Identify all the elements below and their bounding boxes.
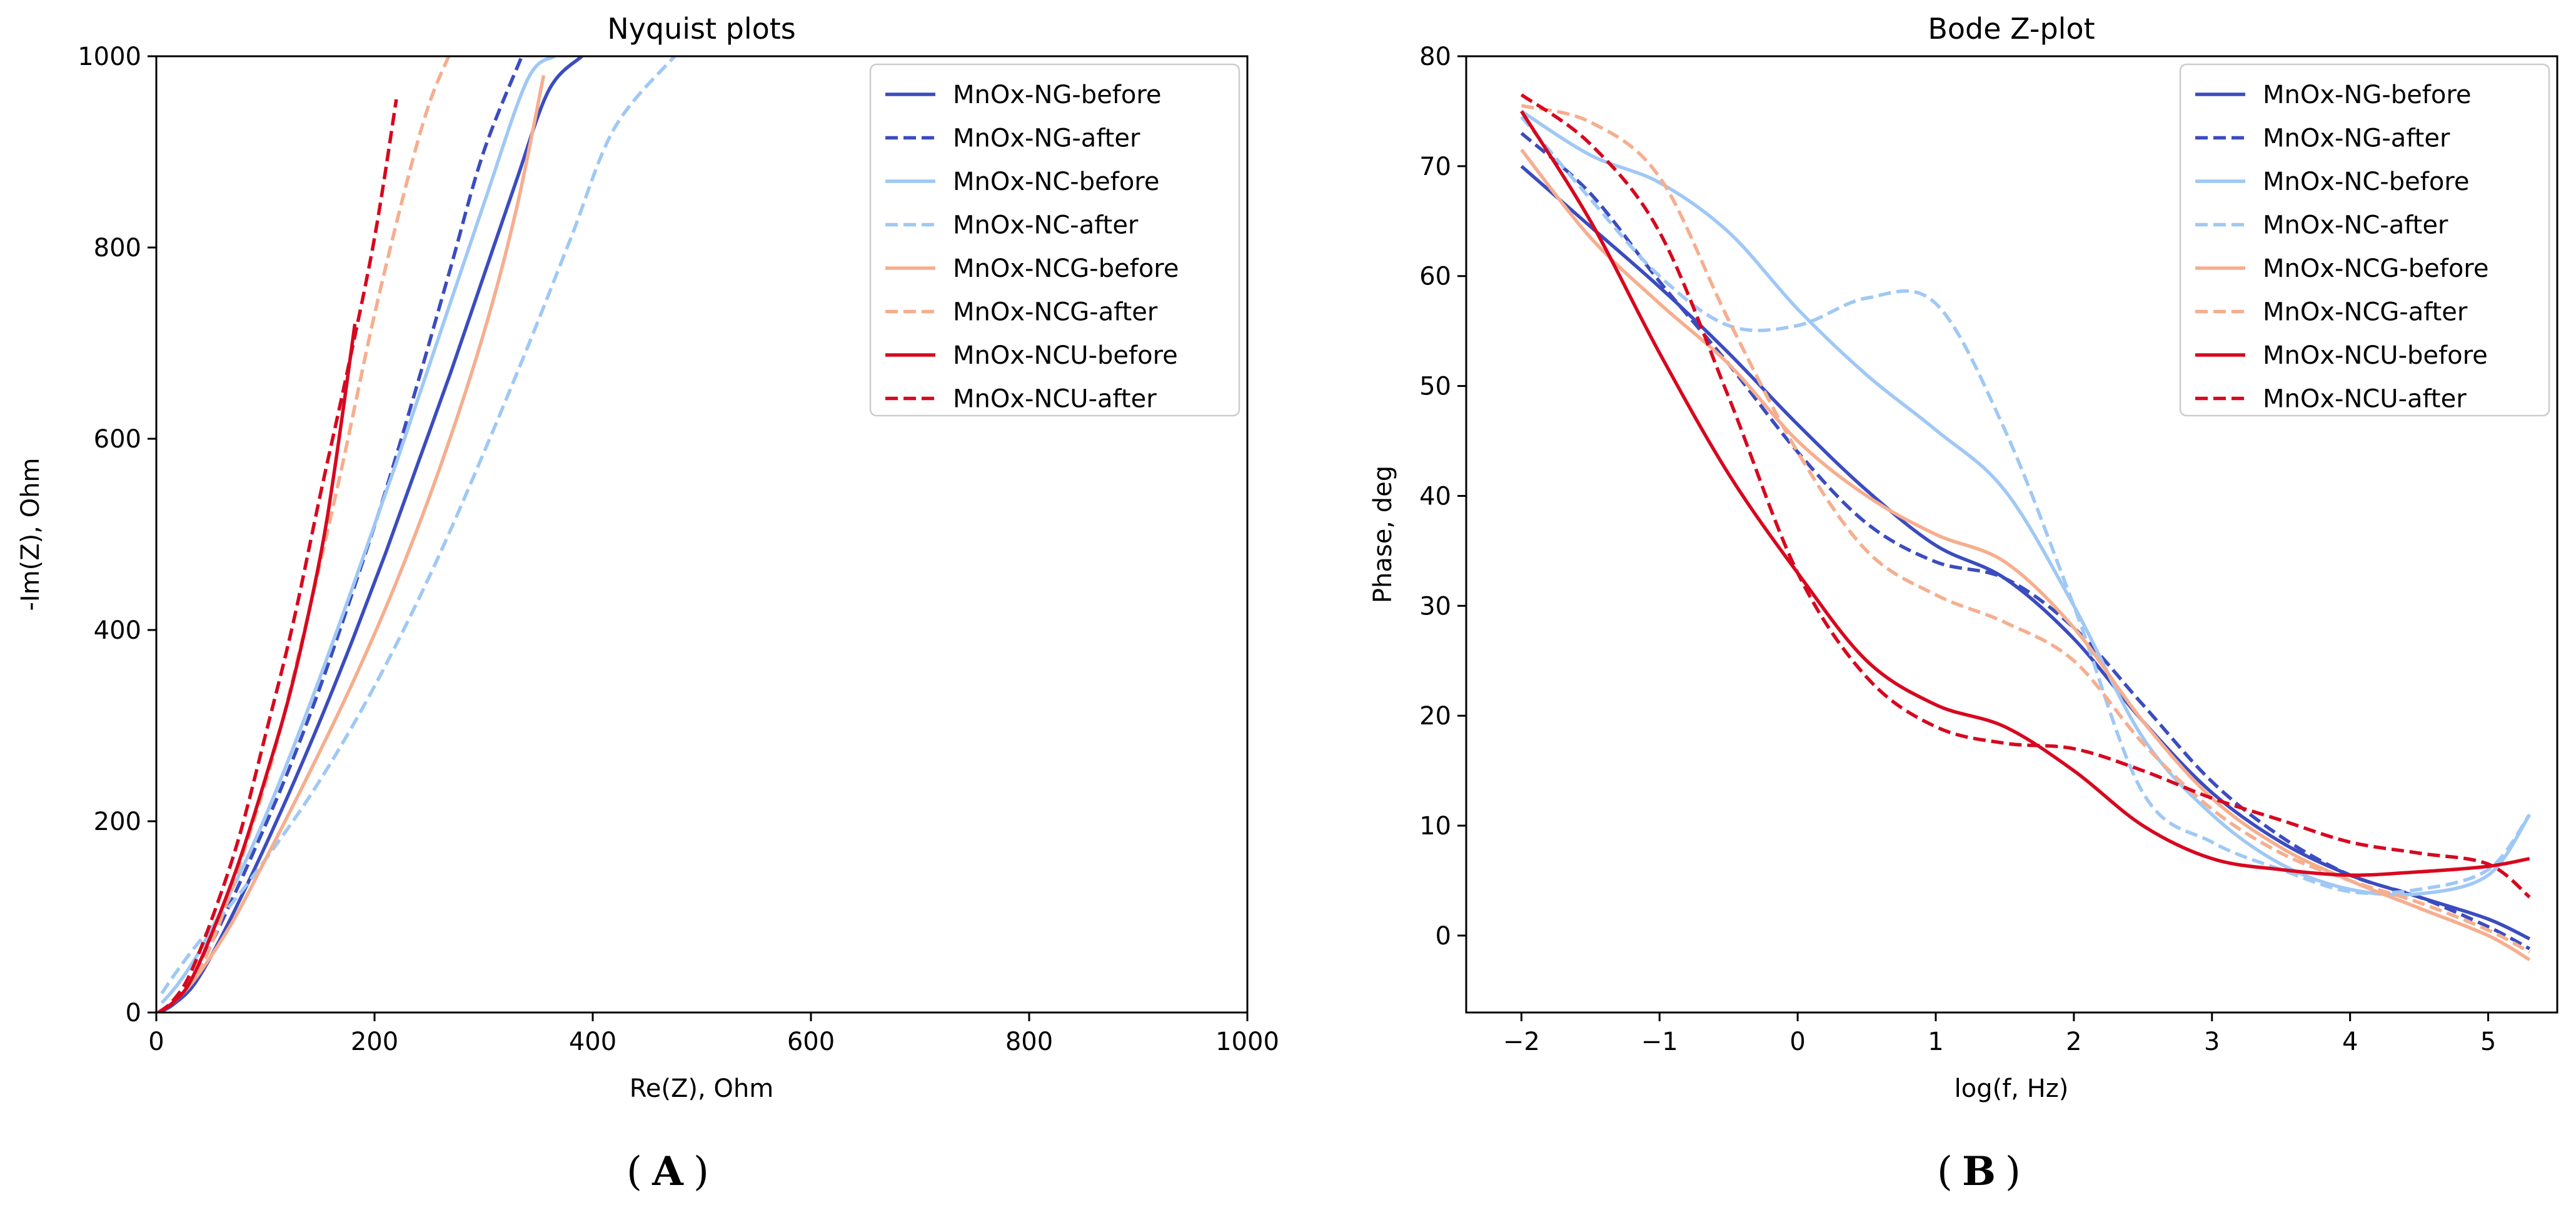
panel-label-b: B [1962, 1148, 1996, 1195]
legend-label: MnOx-NG-before [2263, 81, 2472, 109]
plot-frame [1465, 55, 2558, 1014]
legend-label: MnOx-NCU-before [953, 341, 1178, 370]
legend-label: MnOx-NC-after [953, 211, 1139, 240]
chart-title: Bode Z-plot [1928, 12, 2095, 46]
chart-title: Nyquist plots [607, 12, 796, 46]
svg-text:): ) [2005, 1149, 2021, 1195]
x-axis: −2 −1 0 1 2 3 4 5 [1503, 1012, 2496, 1056]
plot-area [1520, 93, 2532, 961]
x-tick-label: 4 [2342, 1028, 2358, 1056]
x-tick-label: 2 [2066, 1028, 2081, 1056]
legend: MnOx-NG-before MnOx-NG-after MnOx-NC-befor… [2179, 63, 2550, 417]
legend-label: MnOx-NG-before [953, 81, 1162, 109]
y-tick-label: 60 [1419, 262, 1451, 291]
x-axis: 0 200 400 600 800 1000 [148, 1012, 1279, 1056]
legend: MnOx-NG-before MnOx-NG-after MnOx-NC-befor… [869, 63, 1240, 417]
legend-label: MnOx-NC-after [2263, 211, 2448, 240]
series-line-mnox-ncg-after [1521, 104, 2531, 954]
legend-label: MnOx-NCG-before [2263, 254, 2488, 283]
svg-text:): ) [693, 1149, 709, 1195]
caption-b: ( B ) [1937, 1148, 2021, 1195]
x-tick-label: 0 [148, 1028, 164, 1056]
y-tick-label: 200 [94, 808, 141, 836]
legend-box [2179, 63, 2550, 417]
legend-label: MnOx-NC-before [2263, 168, 2469, 196]
x-tick-label: 600 [787, 1028, 835, 1056]
y-axis: 0 10 20 30 40 50 60 70 80 [1419, 42, 1466, 951]
y-tick-label: 80 [1419, 42, 1451, 71]
x-tick-label: 3 [2204, 1028, 2220, 1056]
nyquist-chart: Nyquist plots 0 200 400 600 800 1000 0 200 400 6… [16, 12, 1279, 1103]
plot-frame [155, 55, 1249, 1014]
y-axis: 0 200 400 600 800 1000 [78, 42, 156, 1028]
legend-label: MnOx-NG-after [953, 124, 1140, 153]
legend-label: MnOx-NCU-after [953, 385, 1157, 414]
x-tick-label: 200 [351, 1028, 398, 1056]
x-tick-label: −1 [1641, 1028, 1678, 1056]
x-tick-label: 0 [1789, 1028, 1805, 1056]
x-tick-label: 800 [1005, 1028, 1053, 1056]
bode-chart: Bode Z-plot −2 −1 0 1 2 3 4 5 0 10 20 30 40 50 60 70 80… [1369, 12, 2558, 1103]
y-axis-label: -Im(Z), Ohm [16, 458, 45, 611]
y-tick-label: 40 [1419, 482, 1451, 511]
series-line-mnox-ncu-before [157, 324, 357, 1012]
series-line-mnox-ng-before [158, 56, 583, 1012]
legend-label: MnOx-NCG-after [953, 298, 1158, 327]
x-axis-label: log(f, Hz) [1955, 1074, 2069, 1103]
y-tick-label: 0 [126, 999, 141, 1028]
caption-a: ( A ) [626, 1148, 709, 1195]
x-tick-label: 1000 [1215, 1028, 1279, 1056]
svg-text:(: ( [1937, 1149, 1953, 1195]
series-line-mnox-ncg-after [157, 56, 451, 1012]
panel-label-a: A [652, 1148, 684, 1195]
x-tick-label: 1 [1928, 1028, 1943, 1056]
series-line-mnox-nc-after [1520, 115, 2532, 896]
y-tick-label: 20 [1419, 702, 1451, 731]
y-tick-label: 50 [1419, 372, 1451, 401]
legend-label: MnOx-NCG-before [953, 254, 1179, 283]
legend-label: MnOx-NC-before [953, 168, 1159, 196]
legend-label: MnOx-NCU-after [2263, 385, 2467, 414]
y-axis-label: Phase, deg [1369, 466, 1397, 603]
x-tick-label: 5 [2480, 1028, 2496, 1056]
y-tick-label: 1000 [78, 42, 141, 71]
legend-label: MnOx-NG-after [2263, 124, 2450, 153]
series-line-mnox-ncu-after [1520, 93, 2531, 899]
y-tick-label: 600 [94, 425, 141, 454]
y-tick-label: 400 [94, 616, 141, 645]
plot-area [157, 56, 677, 1012]
y-tick-label: 30 [1419, 592, 1451, 621]
series-line-mnox-ng-after [157, 56, 524, 1012]
legend-label: MnOx-NCU-before [2263, 341, 2488, 370]
series-line-mnox-nc-before [160, 56, 556, 1004]
x-tick-label: 400 [569, 1028, 616, 1056]
y-tick-label: 0 [1436, 922, 1451, 951]
y-tick-label: 70 [1419, 152, 1451, 181]
series-line-mnox-ncu-after [157, 99, 398, 1012]
svg-text:(: ( [626, 1149, 642, 1195]
legend-box [869, 63, 1240, 417]
series-line-mnox-ncu-before [1520, 110, 2530, 878]
x-tick-label: −2 [1503, 1028, 1540, 1056]
y-tick-label: 800 [94, 234, 141, 262]
x-axis-label: Re(Z), Ohm [630, 1074, 773, 1103]
legend-label: MnOx-NCG-after [2263, 298, 2468, 327]
series-line-mnox-nc-after [160, 56, 677, 994]
y-tick-label: 10 [1419, 812, 1451, 841]
series-line-mnox-ncg-before [157, 75, 546, 1012]
